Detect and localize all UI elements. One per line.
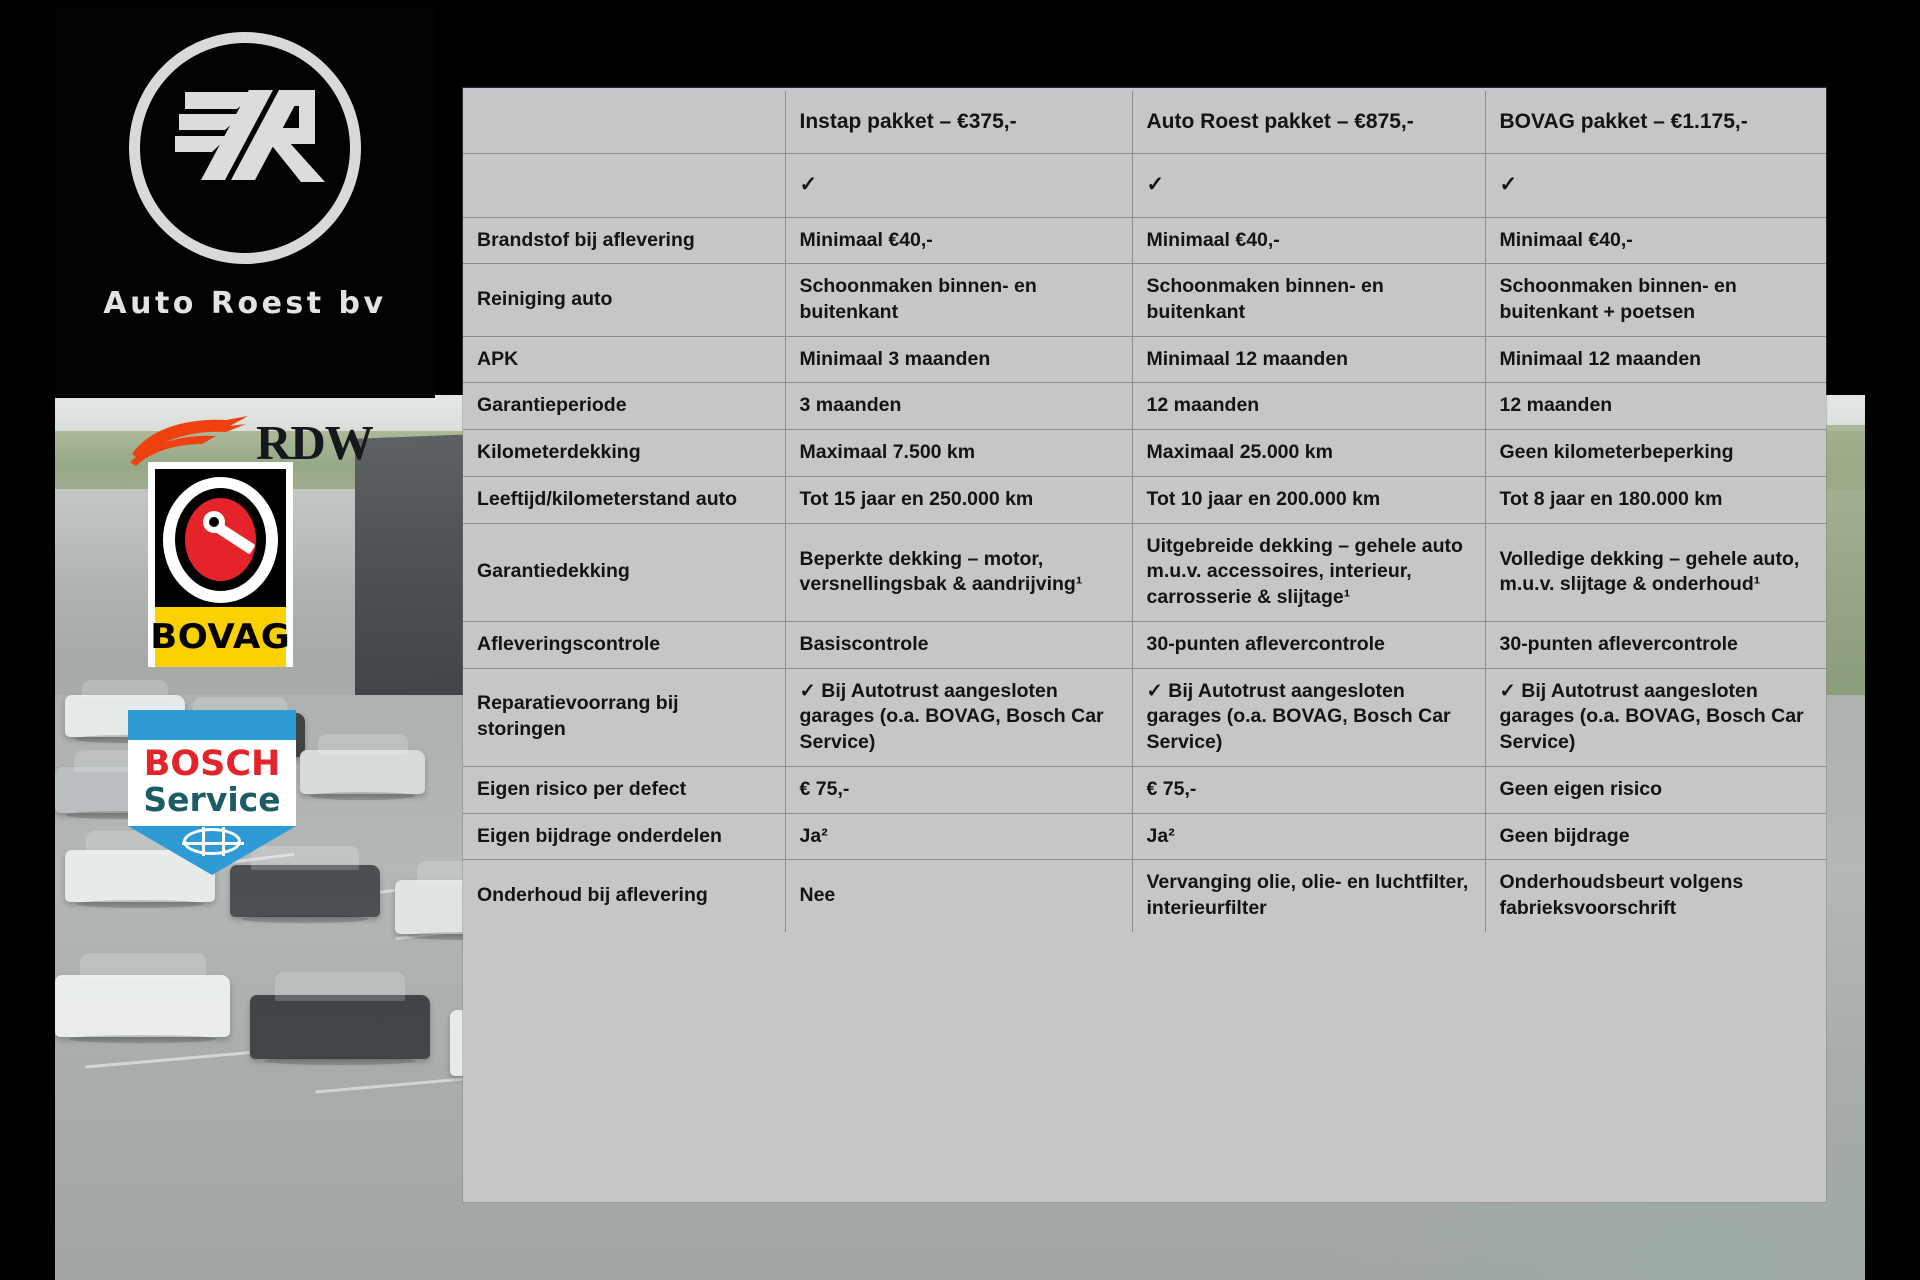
row-cell-instap: Minimaal 3 maanden (785, 336, 1133, 384)
bosch-top-band (128, 710, 296, 740)
parked-car (230, 846, 380, 923)
bosch-armature-icon (128, 826, 296, 875)
table-row: Eigen risico per defect € 75,- € 75,- Ge… (463, 766, 1826, 814)
brand-name: Auto Roest bv (103, 286, 387, 321)
badge-bosch-service: BOSCH Service (128, 710, 296, 875)
bovag-label-band: BOVAG (150, 607, 290, 667)
row-cell-bovag: ✓ Bij Autotrust aangesloten garages (o.a… (1485, 668, 1826, 767)
row-cell-bovag: Volledige dekking – gehele auto, m.u.v. … (1485, 523, 1826, 622)
row-cell-instap: Schoonmaken binnen- en buitenkant (785, 263, 1133, 337)
rdw-swoosh-icon (130, 414, 250, 472)
row-cell-bovag: Geen kilometerbeperking (1485, 429, 1826, 477)
row-cell-autoroest: Maximaal 25.000 km (1132, 429, 1486, 477)
row-label: Leeftijd/kilometerstand auto (463, 476, 786, 524)
row-cell-bovag: Geen bijdrage (1485, 813, 1826, 861)
rdw-label: RDW (256, 415, 374, 470)
row-cell-autoroest: Minimaal 12 maanden (1132, 336, 1486, 384)
parked-car (300, 734, 425, 800)
row-label: Eigen risico per defect (463, 766, 786, 814)
row-label: Garantieperiode (463, 382, 786, 431)
table-row: Eigen bijdrage onderdelen Ja² Ja² Geen b… (463, 813, 1826, 861)
row-cell-bovag: Minimaal 12 maanden (1485, 336, 1826, 384)
table-row: Garantiedekking Beperkte dekking – motor… (463, 523, 1826, 622)
bosch-wordmark: BOSCH (143, 744, 281, 785)
row-cell-bovag: Geen eigen risico (1485, 766, 1826, 814)
row-label: Eigen bijdrage onderdelen (463, 813, 786, 861)
header-bovag-pakket: BOVAG pakket – €1.175,- (1485, 91, 1826, 154)
row-label (463, 153, 786, 218)
row-cell-instap: 3 maanden (785, 382, 1133, 431)
bosch-service-label: Service (143, 780, 281, 820)
row-label: Reiniging auto (463, 263, 786, 337)
row-cell-bovag: ✓ (1485, 153, 1826, 218)
comparison-table: Instap pakket – €375,- Auto Roest pakket… (463, 91, 1826, 932)
table-row: Reiniging auto Schoonmaken binnen- en bu… (463, 263, 1826, 337)
table-row: Kilometerdekking Maximaal 7.500 km Maxim… (463, 429, 1826, 477)
row-cell-autoroest: Ja² (1132, 813, 1486, 861)
row-label: Reparatievoorrang bij storingen (463, 668, 786, 767)
row-cell-autoroest: Vervanging olie, olie- en luchtfilter, i… (1132, 859, 1486, 932)
table-row: ✓ ✓ ✓ (463, 153, 1826, 218)
row-cell-autoroest: ✓ (1132, 153, 1486, 218)
badge-bovag: BOVAG (148, 462, 293, 667)
row-cell-instap: ✓ Bij Autotrust aangesloten garages (o.a… (785, 668, 1133, 767)
row-label: Afleveringscontrole (463, 621, 786, 669)
table-row: Brandstof bij aflevering Minimaal €40,- … (463, 217, 1826, 265)
header-instap-pakket: Instap pakket – €375,- (785, 91, 1133, 154)
bovag-dial-icon (155, 469, 286, 607)
row-label: Onderhoud bij aflevering (463, 859, 786, 932)
row-cell-instap: Tot 15 jaar en 250.000 km (785, 476, 1133, 524)
bovag-label: BOVAG (150, 617, 291, 657)
parked-car (55, 952, 230, 1043)
table-row: Garantieperiode 3 maanden 12 maanden 12 … (463, 382, 1826, 431)
row-cell-bovag: Schoonmaken binnen- en buitenkant + poet… (1485, 263, 1826, 337)
table-row: Leeftijd/kilometerstand auto Tot 15 jaar… (463, 476, 1826, 524)
logo-ring (129, 32, 361, 264)
row-cell-instap: Minimaal €40,- (785, 217, 1133, 265)
badge-rdw: RDW (130, 405, 385, 480)
row-cell-instap: Maximaal 7.500 km (785, 429, 1133, 477)
table-row: Onderhoud bij aflevering Nee Vervanging … (463, 859, 1826, 932)
row-cell-bovag: 12 maanden (1485, 382, 1826, 431)
row-cell-autoroest: 30-punten aflevercontrole (1132, 621, 1486, 669)
table-body: ✓ ✓ ✓ Brandstof bij aflevering Minimaal … (463, 153, 1826, 932)
table-row: APK Minimaal 3 maanden Minimaal 12 maand… (463, 336, 1826, 384)
parked-car (250, 971, 430, 1065)
table-row: Reparatievoorrang bij storingen ✓ Bij Au… (463, 668, 1826, 767)
row-cell-autoroest: 12 maanden (1132, 382, 1486, 431)
row-cell-autoroest: Uitgebreide dekking – gehele auto m.u.v.… (1132, 523, 1486, 622)
auto-roest-circle-r-logo (129, 32, 361, 264)
package-comparison-table: Instap pakket – €375,- Auto Roest pakket… (463, 88, 1826, 1202)
bosch-text-block: BOSCH Service (128, 740, 296, 826)
row-cell-instap: ✓ (785, 153, 1133, 218)
row-label: Kilometerdekking (463, 429, 786, 477)
row-label: Brandstof bij aflevering (463, 217, 786, 265)
table-header-row: Instap pakket – €375,- Auto Roest pakket… (463, 91, 1826, 154)
row-cell-bovag: Minimaal €40,- (1485, 217, 1826, 265)
row-cell-autoroest: ✓ Bij Autotrust aangesloten garages (o.a… (1132, 668, 1486, 767)
row-label: Garantiedekking (463, 523, 786, 622)
row-cell-instap: Beperkte dekking – motor, versnellingsba… (785, 523, 1133, 622)
brand-logo-panel: Auto Roest bv (55, 8, 435, 398)
row-cell-instap: € 75,- (785, 766, 1133, 814)
row-cell-autoroest: € 75,- (1132, 766, 1486, 814)
row-cell-instap: Ja² (785, 813, 1133, 861)
row-cell-bovag: 30-punten aflevercontrole (1485, 621, 1826, 669)
table-row: Afleveringscontrole Basiscontrole 30-pun… (463, 621, 1826, 669)
header-auto-roest-pakket: Auto Roest pakket – €875,- (1132, 91, 1486, 154)
row-cell-bovag: Tot 8 jaar en 180.000 km (1485, 476, 1826, 524)
row-cell-autoroest: Schoonmaken binnen- en buitenkant (1132, 263, 1486, 337)
row-cell-instap: Basiscontrole (785, 621, 1133, 669)
row-cell-bovag: Onderhoudsbeurt volgens fabrieksvoorschr… (1485, 859, 1826, 932)
header-blank (463, 91, 786, 154)
row-label: APK (463, 336, 786, 384)
row-cell-autoroest: Minimaal €40,- (1132, 217, 1486, 265)
row-cell-autoroest: Tot 10 jaar en 200.000 km (1132, 476, 1486, 524)
row-cell-instap: Nee (785, 859, 1133, 932)
